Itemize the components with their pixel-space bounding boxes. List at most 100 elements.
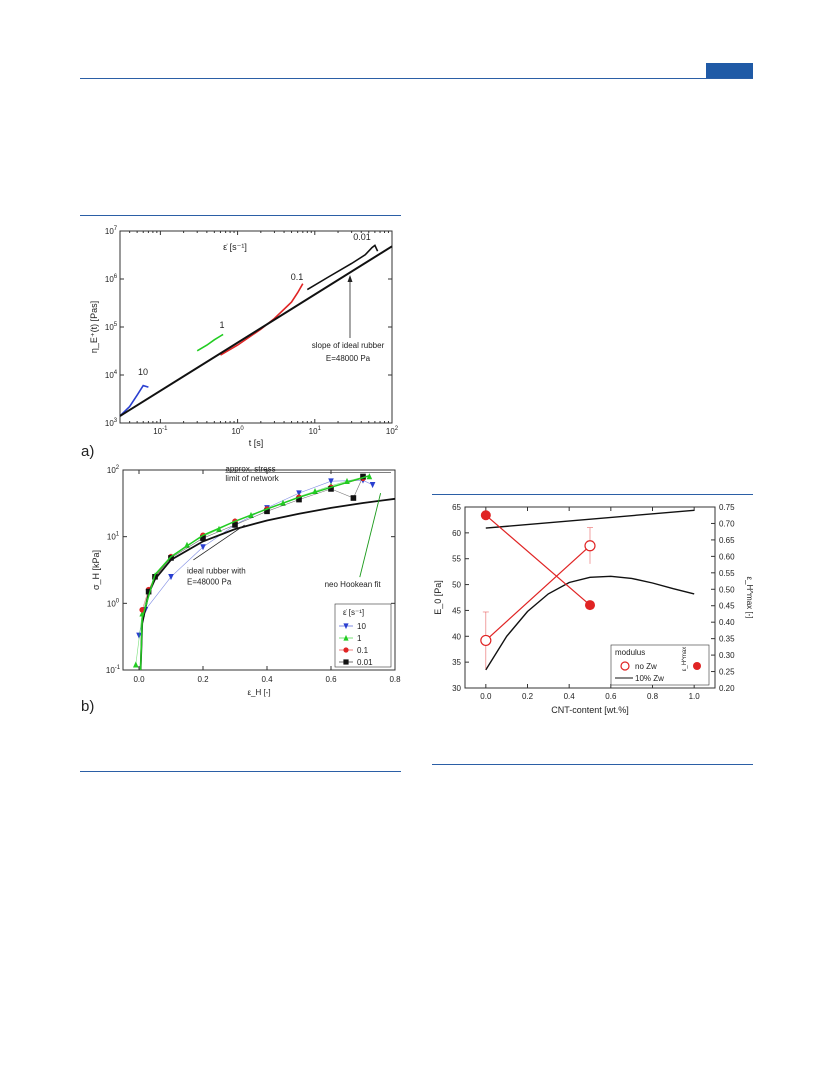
y-tick-label: 107 <box>105 226 118 236</box>
y2-tick-label: 0.50 <box>719 585 735 594</box>
y2-tick-label: 0.60 <box>719 552 735 561</box>
data-point <box>232 518 238 525</box>
data-point <box>200 533 206 540</box>
page-tab <box>706 63 753 78</box>
series-line <box>306 244 379 291</box>
plot-frame <box>464 506 716 689</box>
x-tick-label: 0.8 <box>389 675 401 684</box>
x-tick-label: 1.0 <box>689 692 701 701</box>
series-line <box>485 514 591 606</box>
x-tick-label: 10-1 <box>153 426 168 436</box>
data-point <box>264 505 270 512</box>
data-point <box>366 473 373 480</box>
data-point <box>360 473 366 480</box>
data-point <box>312 487 318 495</box>
data-point <box>328 482 334 489</box>
series-line <box>138 479 373 636</box>
y-tick-label: 45 <box>452 606 461 615</box>
data-point <box>184 541 190 548</box>
data-point <box>136 632 142 639</box>
x-tick-label: 0.8 <box>647 692 659 701</box>
header-rule <box>80 78 753 79</box>
data-point <box>133 661 139 668</box>
data-point <box>480 634 492 647</box>
data-point <box>296 490 302 497</box>
legend-label: 10 <box>357 622 366 631</box>
x-tick-label: 0.2 <box>522 692 534 701</box>
data-point <box>344 477 350 484</box>
figure-a-top-rule <box>80 215 401 216</box>
panel-b-label: b) <box>81 698 95 715</box>
y-tick-label: 60 <box>452 529 461 538</box>
y-tick-label: 103 <box>105 418 118 428</box>
series-label: 0.01 <box>353 232 371 242</box>
legend-marker <box>693 662 701 670</box>
legend-title: ε_H^max <box>682 647 688 672</box>
series-label: 0.1 <box>291 272 304 282</box>
y-tick-label: 50 <box>452 581 461 590</box>
data-point <box>360 475 366 482</box>
legend-box <box>334 603 392 668</box>
legend-label: 10% Zw <box>635 674 664 683</box>
series-line <box>141 478 364 610</box>
y-tick-label: 10-1 <box>106 665 121 675</box>
legend-marker <box>620 661 630 671</box>
annotation: ideal rubber with <box>187 567 246 576</box>
data-point <box>350 495 357 501</box>
data-point <box>152 574 158 580</box>
data-point <box>296 496 302 503</box>
figure-b-bottom-rule <box>80 771 401 772</box>
data-point <box>296 494 302 501</box>
x-tick-label: 0.4 <box>261 675 273 684</box>
y2-tick-label: 0.35 <box>719 635 735 644</box>
data-point <box>200 544 206 551</box>
data-point <box>145 588 152 595</box>
y-axis-label: σ_H [kPa] <box>91 550 101 590</box>
data-point <box>200 535 206 541</box>
data-point <box>480 510 491 521</box>
data-point <box>168 574 174 581</box>
y-tick-label: 106 <box>105 274 118 284</box>
series-line <box>148 476 364 592</box>
data-point <box>360 473 366 480</box>
y2-tick-label: 0.40 <box>719 618 735 627</box>
annotation: E=48000 Pa <box>326 354 371 363</box>
legend-label: 0.01 <box>357 658 373 667</box>
y-tick-label: 101 <box>107 532 120 542</box>
series-line <box>485 545 591 641</box>
x-tick-label: 0.0 <box>480 692 492 701</box>
y-tick-label: 105 <box>105 322 118 332</box>
y-tick-label: 30 <box>452 684 461 693</box>
data-point <box>585 600 595 611</box>
series-line <box>196 333 224 352</box>
y-axis-label: E_0 [Pa] <box>433 580 443 615</box>
x-tick-label: 101 <box>309 426 322 436</box>
data-point <box>168 553 174 560</box>
data-point <box>264 508 270 515</box>
y2-tick-label: 0.55 <box>719 569 735 578</box>
legend-label: 0.1 <box>357 646 369 655</box>
y-axis-label: η_E⁺(t) [Pas] <box>89 301 99 353</box>
plot-frame <box>119 230 393 424</box>
fit-curve <box>139 474 370 671</box>
annotation: slope of ideal rubber <box>312 341 385 350</box>
x-tick-label: 0.0 <box>133 675 145 684</box>
data-point <box>248 511 254 518</box>
data-point <box>264 506 270 512</box>
series-line <box>119 384 149 417</box>
y-tick-label: 104 <box>105 370 118 380</box>
x-tick-label: 0.4 <box>564 692 576 701</box>
data-point <box>296 493 302 500</box>
annotation: neo Hookean fit <box>325 580 382 589</box>
x-tick-label: 0.6 <box>325 675 337 684</box>
data-point <box>328 486 334 492</box>
y-tick-label: 35 <box>452 658 461 667</box>
legend-marker <box>343 623 349 630</box>
y2-tick-label: 0.70 <box>719 519 735 528</box>
legend-title: modulus <box>615 648 645 657</box>
y-tick-label: 40 <box>452 632 461 641</box>
legend-marker <box>343 647 349 653</box>
data-point <box>145 588 152 595</box>
